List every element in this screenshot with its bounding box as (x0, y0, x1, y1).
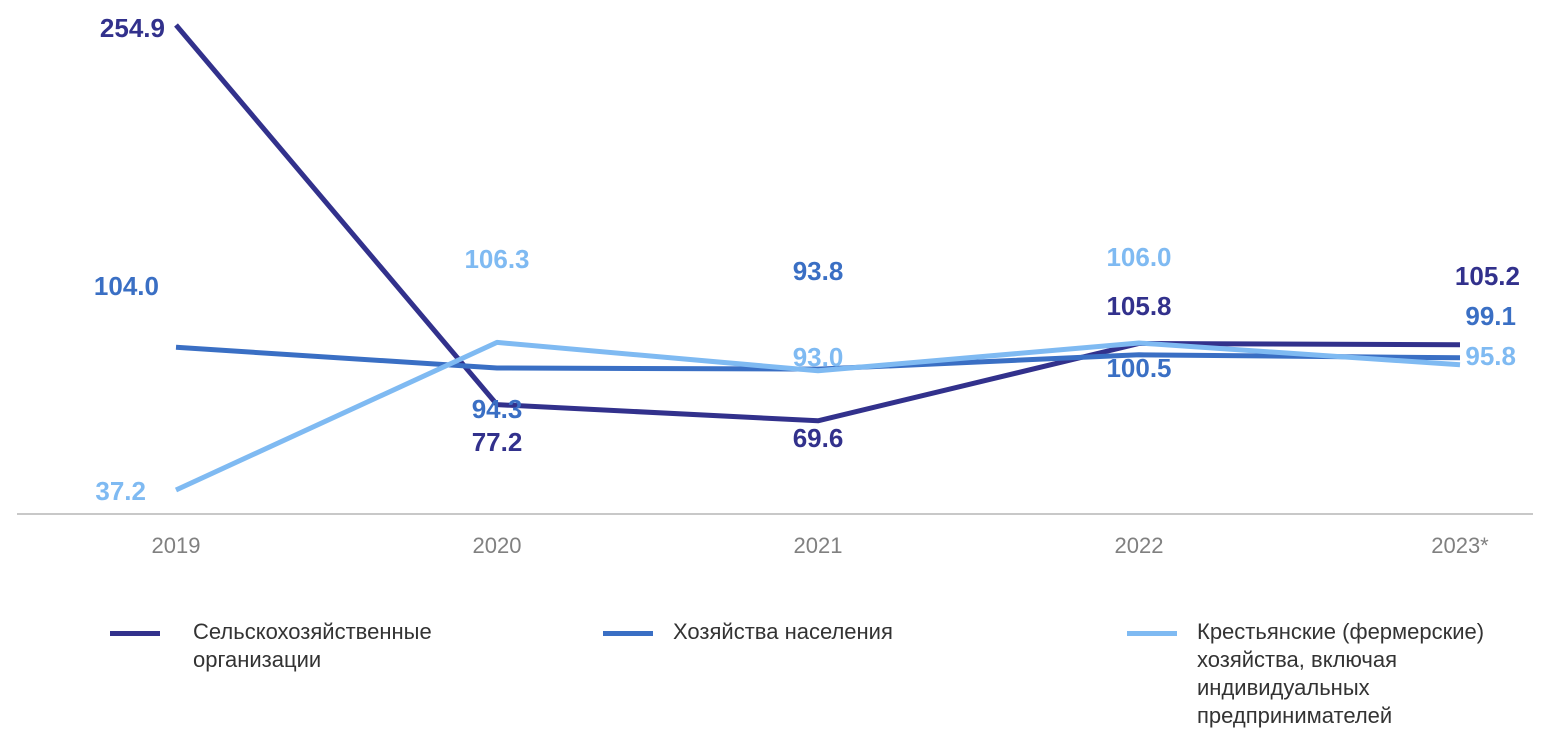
x-tick-label: 2022 (1115, 533, 1164, 558)
series-line-farms (174, 339, 1461, 493)
data-label-farms: 93.0 (793, 342, 844, 372)
legend-swatch-households (603, 631, 653, 636)
data-label-farms: 95.8 (1465, 341, 1516, 371)
legend-swatch-farms (1127, 631, 1177, 636)
legend-label-households: Хозяйства населения (673, 619, 893, 644)
legend-label-agricultural-organizations: Сельскохозяйственные организации (193, 619, 432, 672)
x-tick-label: 2020 (473, 533, 522, 558)
x-tick-label: 2023* (1431, 533, 1489, 558)
data-label-agricultural-organizations: 77.2 (472, 427, 523, 457)
data-label-agricultural-organizations: 254.9 (100, 13, 165, 43)
data-label-households: 93.8 (793, 256, 844, 286)
data-label-agricultural-organizations: 69.6 (793, 423, 844, 453)
data-label-households: 94.3 (472, 394, 523, 424)
legend-item-households: Хозяйства населения (603, 618, 893, 646)
data-label-farms: 37.2 (95, 476, 146, 506)
x-tick-label: 2021 (794, 533, 843, 558)
data-label-farms: 106.3 (464, 244, 529, 274)
data-label-farms: 106.0 (1106, 242, 1171, 272)
data-label-agricultural-organizations: 105.2 (1455, 261, 1520, 291)
x-axis: 2019 2020 2021 2022 2023* (17, 513, 1533, 558)
data-label-agricultural-organizations: 105.8 (1106, 291, 1171, 321)
legend-item-farms: Крестьянские (фермерские) хозяйства, вкл… (1127, 618, 1484, 730)
data-label-households: 104.0 (94, 271, 159, 301)
series-lines (174, 23, 1461, 493)
data-label-households: 100.5 (1106, 353, 1171, 383)
legend-label-farms: Крестьянские (фермерские) хозяйства, вкл… (1197, 619, 1485, 728)
data-labels: 254.9 77.2 69.6 105.8 105.2 104.0 94.3 93.8 100.… (94, 13, 1520, 506)
legend-item-agricultural-organizations: Сельскохозяйственные организации (110, 618, 432, 674)
x-tick-label: 2019 (152, 533, 201, 558)
line-chart: 2019 2020 2021 2022 2023* 254.9 77.2 69.6 105.8… (17, 13, 1533, 558)
data-label-households: 99.1 (1465, 301, 1516, 331)
series-line-agricultural-organizations (174, 23, 1461, 424)
legend-swatch-agricultural-organizations (110, 631, 160, 636)
